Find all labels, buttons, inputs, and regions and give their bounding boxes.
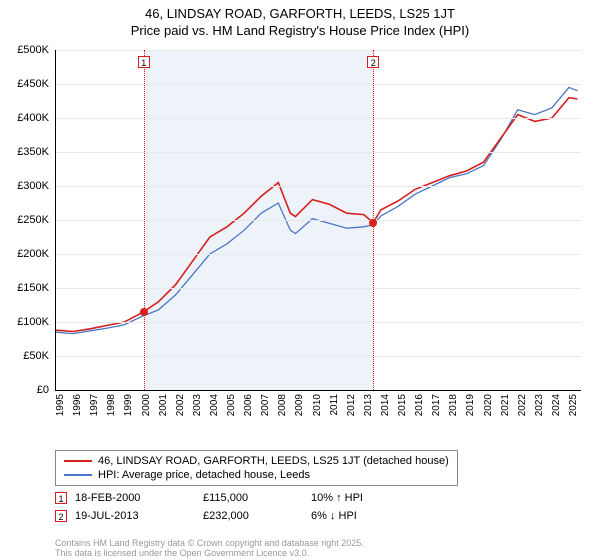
legend-label: HPI: Average price, detached house, Leed… [98, 468, 310, 482]
footer-credits: Contains HM Land Registry data © Crown c… [55, 538, 364, 558]
sale-marker-dot [140, 308, 148, 316]
legend-swatch [64, 460, 92, 462]
property-line [56, 98, 578, 332]
y-axis-label: £350K [0, 146, 49, 158]
sale-row: 2 19-JUL-2013 £232,000 6% ↓ HPI [55, 510, 580, 522]
legend-label: 46, LINDSAY ROAD, GARFORTH, LEEDS, LS25 … [98, 454, 449, 468]
legend-item: 46, LINDSAY ROAD, GARFORTH, LEEDS, LS25 … [64, 454, 449, 468]
x-axis-label: 2008 [277, 394, 288, 416]
x-axis-label: 2001 [158, 394, 169, 416]
x-axis-label: 2017 [431, 394, 442, 416]
x-axis-label: 2014 [380, 394, 391, 416]
sale-hpi-diff: 6% ↓ HPI [311, 510, 411, 522]
sale-row: 1 18-FEB-2000 £115,000 10% ↑ HPI [55, 492, 580, 504]
x-axis-label: 2016 [414, 394, 425, 416]
y-axis-label: £400K [0, 112, 49, 124]
plot-area: 12 [55, 50, 581, 391]
hpi-line [56, 87, 578, 333]
x-axis-label: 2011 [329, 394, 340, 416]
sale-date: 19-JUL-2013 [75, 510, 195, 522]
gridline [56, 288, 581, 289]
x-axis-label: 2019 [465, 394, 476, 416]
x-axis-label: 2007 [260, 394, 271, 416]
y-axis-label: £500K [0, 44, 49, 56]
gridline [56, 152, 581, 153]
sale-hpi-diff: 10% ↑ HPI [311, 492, 411, 504]
y-axis-label: £200K [0, 248, 49, 260]
y-axis-label: £150K [0, 282, 49, 294]
x-axis-label: 2022 [517, 394, 528, 416]
x-axis-label: 2024 [551, 394, 562, 416]
y-axis-label: £0 [0, 384, 49, 396]
x-axis-label: 2006 [243, 394, 254, 416]
legend-box: 46, LINDSAY ROAD, GARFORTH, LEEDS, LS25 … [55, 450, 458, 486]
x-axis-label: 1995 [55, 394, 66, 416]
sale-price: £232,000 [203, 510, 303, 522]
legend-area: 46, LINDSAY ROAD, GARFORTH, LEEDS, LS25 … [55, 450, 580, 522]
sale-marker-badge: 2 [367, 56, 379, 68]
x-axis-label: 2020 [483, 394, 494, 416]
x-axis-label: 1998 [106, 394, 117, 416]
y-axis-label: £100K [0, 316, 49, 328]
x-axis-label: 1999 [123, 394, 134, 416]
x-axis-label: 2013 [363, 394, 374, 416]
gridline [56, 186, 581, 187]
gridline [56, 356, 581, 357]
sale-marker-dot [369, 219, 377, 227]
legend-item: HPI: Average price, detached house, Leed… [64, 468, 449, 482]
x-axis-label: 2009 [294, 394, 305, 416]
sale-row-badge: 2 [55, 510, 67, 522]
page-subtitle: Price paid vs. HM Land Registry's House … [0, 21, 600, 38]
x-axis-label: 2003 [192, 394, 203, 416]
gridline [56, 254, 581, 255]
x-axis-label: 2004 [209, 394, 220, 416]
x-axis-label: 2002 [175, 394, 186, 416]
footer-line-1: Contains HM Land Registry data © Crown c… [55, 538, 364, 548]
sale-marker-badge: 1 [138, 56, 150, 68]
x-axis-label: 2005 [226, 394, 237, 416]
legend-swatch [64, 474, 92, 476]
sale-date: 18-FEB-2000 [75, 492, 195, 504]
x-axis-label: 2000 [141, 394, 152, 416]
page-title: 46, LINDSAY ROAD, GARFORTH, LEEDS, LS25 … [0, 0, 600, 21]
y-axis-label: £250K [0, 214, 49, 226]
x-axis-label: 2021 [500, 394, 511, 416]
gridline [56, 50, 581, 51]
x-axis-label: 2025 [568, 394, 579, 416]
price-chart: 12 £0£50K£100K£150K£200K£250K£300K£350K£… [55, 50, 580, 410]
y-axis-label: £300K [0, 180, 49, 192]
x-axis-label: 2018 [448, 394, 459, 416]
gridline [56, 84, 581, 85]
gridline [56, 118, 581, 119]
x-axis-label: 2023 [534, 394, 545, 416]
footer-line-2: This data is licensed under the Open Gov… [55, 548, 364, 558]
x-axis-label: 1997 [89, 394, 100, 416]
x-axis-label: 2015 [397, 394, 408, 416]
x-axis-label: 2012 [346, 394, 357, 416]
y-axis-label: £50K [0, 350, 49, 362]
sale-price: £115,000 [203, 492, 303, 504]
y-axis-label: £450K [0, 78, 49, 90]
x-axis-label: 2010 [312, 394, 323, 416]
x-axis-label: 1996 [72, 394, 83, 416]
sale-row-badge: 1 [55, 492, 67, 504]
gridline [56, 322, 581, 323]
gridline [56, 220, 581, 221]
sale-marker-line [144, 50, 145, 390]
